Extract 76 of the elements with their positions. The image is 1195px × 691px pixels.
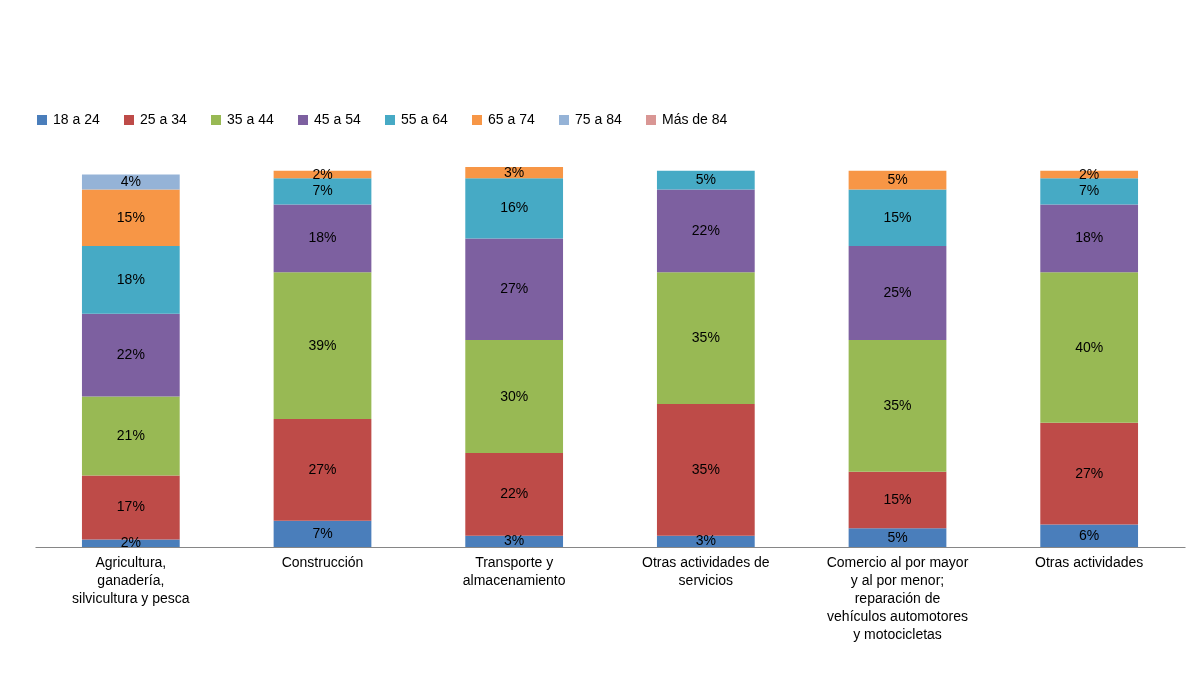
bar	[273, 178, 372, 205]
data-label: 3%	[504, 532, 525, 549]
data-label: 3%	[695, 532, 716, 549]
x-tick-label: Otras actividades	[1035, 553, 1144, 570]
data-label: 15%	[883, 208, 912, 225]
bar	[465, 238, 564, 341]
data-label: 7%	[312, 182, 333, 199]
bar	[848, 340, 947, 472]
data-label: 18%	[116, 270, 145, 287]
x-tick-label: Construcción	[281, 553, 364, 570]
x-tick-label: Transporte y almacenamiento	[462, 553, 566, 588]
data-label: 39%	[308, 336, 337, 353]
bar	[1040, 272, 1139, 423]
bar	[656, 170, 755, 190]
bar	[273, 419, 372, 521]
bar	[1040, 204, 1139, 273]
legend-label: 45 a 54	[314, 111, 361, 127]
bar	[1040, 524, 1139, 547]
data-label: 35%	[883, 396, 912, 413]
data-label: 18%	[308, 229, 337, 246]
bar	[465, 178, 564, 239]
legend-label: Más de 84	[662, 111, 728, 127]
bar	[81, 189, 180, 247]
bar	[1040, 178, 1139, 205]
data-label: 22%	[691, 221, 720, 238]
legend-label: 18 a 24	[53, 111, 100, 127]
bar	[848, 189, 947, 247]
bar	[81, 246, 180, 314]
x-tick-label: Agricultura, ganadería, silvicultura y pesca	[72, 553, 190, 606]
x-tick-label: Otras actividades de servicios	[642, 553, 770, 588]
bar	[848, 246, 947, 341]
data-label: 25%	[883, 284, 912, 301]
data-label: 35%	[691, 460, 720, 477]
data-label: 7%	[312, 524, 333, 541]
data-label: 5%	[887, 528, 908, 545]
bar	[656, 404, 755, 536]
data-label: 35%	[691, 329, 720, 346]
data-label: 5%	[695, 171, 716, 188]
data-label: 17%	[116, 498, 145, 515]
data-label: 6%	[1079, 526, 1100, 543]
data-label: 40%	[1075, 338, 1104, 355]
data-label: 15%	[883, 490, 912, 507]
bar	[848, 528, 947, 547]
data-label: 18%	[1075, 229, 1104, 246]
bar	[273, 520, 372, 547]
bar	[81, 396, 180, 476]
bar	[656, 189, 755, 273]
legend-label: 75 a 84	[575, 111, 622, 127]
bar	[1040, 422, 1139, 525]
bar	[465, 452, 564, 536]
bar	[848, 471, 947, 529]
data-label: 27%	[500, 280, 529, 297]
legend-label: 35 a 44	[227, 111, 274, 127]
data-label: 22%	[116, 346, 145, 363]
data-label: 16%	[500, 199, 529, 216]
data-label: 3%	[504, 163, 525, 180]
bar	[273, 204, 372, 273]
bar	[465, 340, 564, 453]
data-label: 30%	[500, 387, 529, 404]
data-label: 4%	[120, 173, 141, 190]
data-label: 5%	[887, 171, 908, 188]
data-label: 27%	[308, 460, 337, 477]
legend-label: 55 a 64	[401, 111, 448, 127]
legend-label: 65 a 74	[488, 111, 535, 127]
bar	[273, 272, 372, 420]
legend-label: 25 a 34	[140, 111, 187, 127]
data-label: 15%	[116, 208, 145, 225]
data-label: 21%	[116, 427, 145, 444]
bar	[656, 272, 755, 405]
data-label: 7%	[1079, 182, 1100, 199]
data-label: 27%	[1075, 464, 1104, 481]
bar	[848, 170, 947, 190]
bar	[81, 313, 180, 397]
x-tick-label: Comercio al por mayor y al por menor; reparación de vehículos automotores y motocicletas	[826, 553, 969, 642]
bar	[81, 174, 180, 190]
data-label: 22%	[500, 485, 529, 502]
